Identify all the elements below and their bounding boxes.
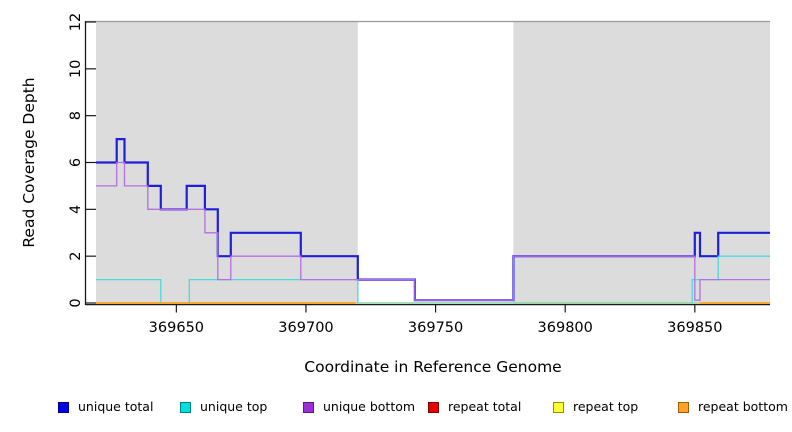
- series-unique-top: [96, 255, 770, 304]
- x-tick-label: 369700: [278, 320, 333, 336]
- legend-swatch-icon: [678, 401, 689, 413]
- legend-item-unique-total: unique total: [58, 399, 153, 415]
- series-unique-bottom: [96, 161, 770, 301]
- plot-legend: unique total unique top unique bottom repea…: [0, 399, 792, 419]
- legend-swatch-icon: [553, 401, 564, 413]
- series-unique-total: [96, 138, 770, 302]
- legend-item-repeat-bottom: repeat bottom: [678, 399, 788, 415]
- y-tick-label: 8: [68, 111, 84, 120]
- y-tick-label: 0: [68, 298, 84, 307]
- legend-label: repeat top: [573, 399, 639, 414]
- legend-label: unique top: [200, 399, 268, 414]
- y-tick-label: 10: [68, 60, 84, 78]
- shaded-region: [513, 22, 770, 304]
- y-tick-label: 2: [68, 252, 84, 261]
- legend-label: unique total: [78, 399, 154, 414]
- y-tick-label: 4: [68, 205, 84, 214]
- x-tick-label: 369800: [538, 320, 593, 336]
- legend-swatch-icon: [303, 401, 314, 413]
- legend-label: repeat total: [448, 399, 522, 414]
- legend-swatch-icon: [428, 401, 439, 413]
- legend-label: unique bottom: [323, 399, 416, 414]
- x-axis-title: Coordinate in Reference Genome: [304, 358, 561, 376]
- x-tick-label: 369650: [149, 320, 204, 336]
- x-tick-label: 369850: [667, 320, 722, 336]
- legend-item-unique-bottom: unique bottom: [303, 399, 415, 415]
- x-tick-label: 369750: [408, 320, 463, 336]
- legend-label: repeat bottom: [698, 399, 788, 414]
- legend-item-repeat-total: repeat total: [428, 399, 521, 415]
- y-tick-label: 12: [68, 13, 84, 31]
- y-axis-title: Read Coverage Depth: [20, 77, 38, 247]
- y-tick-label: 6: [68, 158, 84, 167]
- legend-swatch-icon: [180, 401, 191, 413]
- legend-item-repeat-top: repeat top: [553, 399, 638, 415]
- coverage-plot-canvas: 0 2 4 6 8 10 12 369650 369700 369750 369800 369850 C…: [20, 13, 770, 376]
- legend-swatch-icon: [58, 401, 69, 413]
- legend-item-unique-top: unique top: [180, 399, 267, 415]
